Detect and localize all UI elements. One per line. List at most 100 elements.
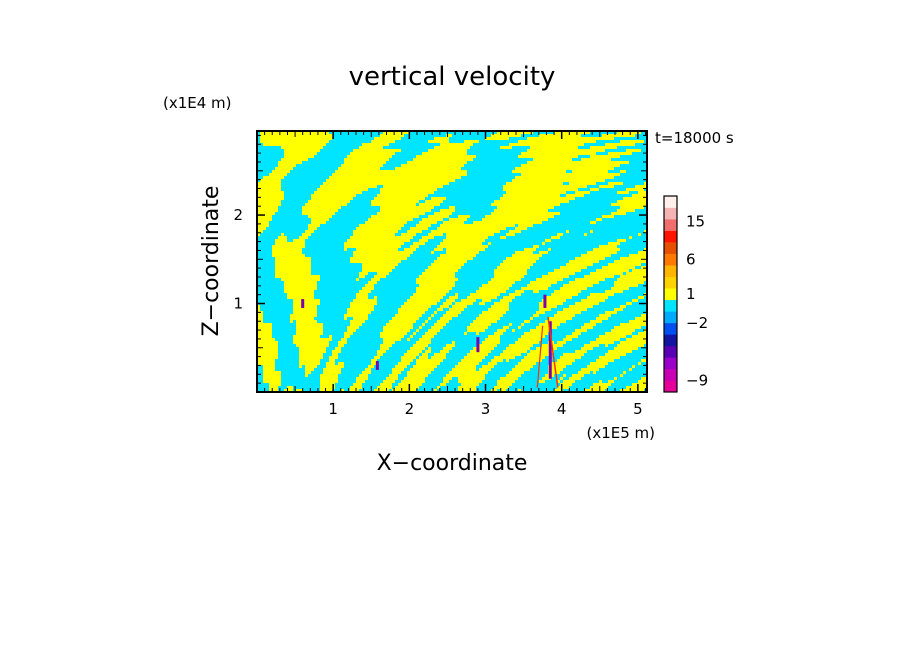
field-cell — [293, 311, 317, 314]
field-cell — [434, 389, 437, 392]
field-cell — [617, 344, 644, 347]
field-cell — [338, 344, 344, 347]
field-cell — [374, 197, 425, 200]
field-cell — [278, 161, 302, 164]
strong-velocity-streak — [375, 361, 379, 370]
x-unit-label: (x1E5 m) — [586, 424, 655, 442]
field-cell — [257, 215, 272, 218]
field-cell — [413, 242, 425, 245]
field-cell — [362, 143, 389, 146]
time-label: t=18000 s — [655, 129, 734, 147]
field-cell — [560, 266, 587, 269]
field-cell — [533, 245, 539, 248]
field-cell — [599, 356, 620, 359]
field-cell — [494, 302, 509, 305]
field-cell — [617, 131, 641, 134]
field-cell — [404, 377, 425, 380]
field-cell — [626, 272, 647, 275]
field-cell — [590, 386, 608, 389]
y-tick-label: 1 — [233, 295, 243, 313]
field-cell — [440, 209, 455, 212]
field-cell — [515, 176, 614, 179]
field-cell — [296, 344, 329, 347]
field-cell — [446, 311, 461, 314]
field-cell — [371, 362, 377, 365]
field-cell — [374, 275, 386, 278]
field-cell — [362, 263, 398, 266]
field-cell — [587, 296, 608, 299]
field-cell — [443, 302, 452, 305]
field-cell — [545, 239, 551, 242]
field-cell — [263, 374, 281, 377]
field-cell — [434, 146, 470, 149]
field-cell — [350, 260, 401, 263]
field-cell — [596, 359, 614, 362]
field-cell — [257, 341, 278, 344]
field-cell — [272, 251, 302, 254]
field-cell — [317, 188, 368, 191]
field-cell — [416, 287, 452, 290]
field-cell — [257, 209, 278, 212]
field-cell — [296, 332, 323, 335]
field-cell — [407, 374, 428, 377]
field-cell — [461, 383, 479, 386]
field-cell — [464, 332, 467, 335]
field-cell — [566, 230, 569, 233]
field-cell — [263, 365, 275, 368]
field-cell — [488, 308, 509, 311]
field-cell — [458, 389, 476, 392]
field-cell — [425, 269, 458, 272]
field-cell — [593, 248, 620, 251]
field-cell — [362, 287, 374, 290]
field-cell — [350, 152, 395, 155]
field-cell — [455, 302, 473, 305]
field-cell — [416, 224, 431, 227]
field-cell — [608, 263, 641, 266]
field-cell — [488, 242, 491, 245]
x-tick-label: 5 — [633, 400, 643, 418]
field-cell — [500, 389, 506, 392]
field-cell — [275, 263, 311, 266]
field-cell — [380, 332, 407, 335]
field-cell — [299, 362, 320, 365]
field-cell — [413, 365, 437, 368]
field-cell — [587, 251, 617, 254]
field-cell — [374, 296, 377, 299]
field-cell — [590, 146, 617, 149]
field-cell — [506, 257, 539, 260]
field-cell — [485, 137, 509, 140]
field-cell — [533, 158, 572, 161]
field-cell — [605, 311, 617, 314]
field-cell — [449, 218, 467, 221]
field-cell — [527, 161, 629, 164]
field-cell — [299, 350, 326, 353]
field-cell — [284, 284, 317, 287]
field-cell — [614, 308, 623, 311]
field-cell — [560, 287, 587, 290]
field-cell — [524, 320, 530, 323]
field-cell — [605, 344, 608, 347]
field-cell — [263, 377, 281, 380]
field-cell — [323, 371, 341, 374]
field-cell — [293, 338, 332, 341]
field-cell — [458, 362, 479, 365]
field-cell — [350, 236, 413, 239]
field-cell — [356, 293, 368, 296]
field-cell — [641, 266, 647, 269]
field-cell — [275, 260, 311, 263]
field-cell — [332, 353, 338, 356]
field-cell — [608, 152, 632, 155]
field-cell — [551, 293, 578, 296]
field-cell — [569, 305, 593, 308]
field-cell — [563, 380, 575, 383]
field-cell — [557, 311, 581, 314]
field-cell — [260, 134, 332, 137]
field-cell — [620, 257, 647, 260]
field-cell — [518, 224, 533, 227]
field-cell — [518, 140, 596, 143]
field-cell — [620, 305, 626, 308]
field-cell — [599, 335, 626, 338]
field-cell — [305, 368, 314, 371]
field-cell — [629, 368, 632, 371]
field-cell — [410, 335, 413, 338]
